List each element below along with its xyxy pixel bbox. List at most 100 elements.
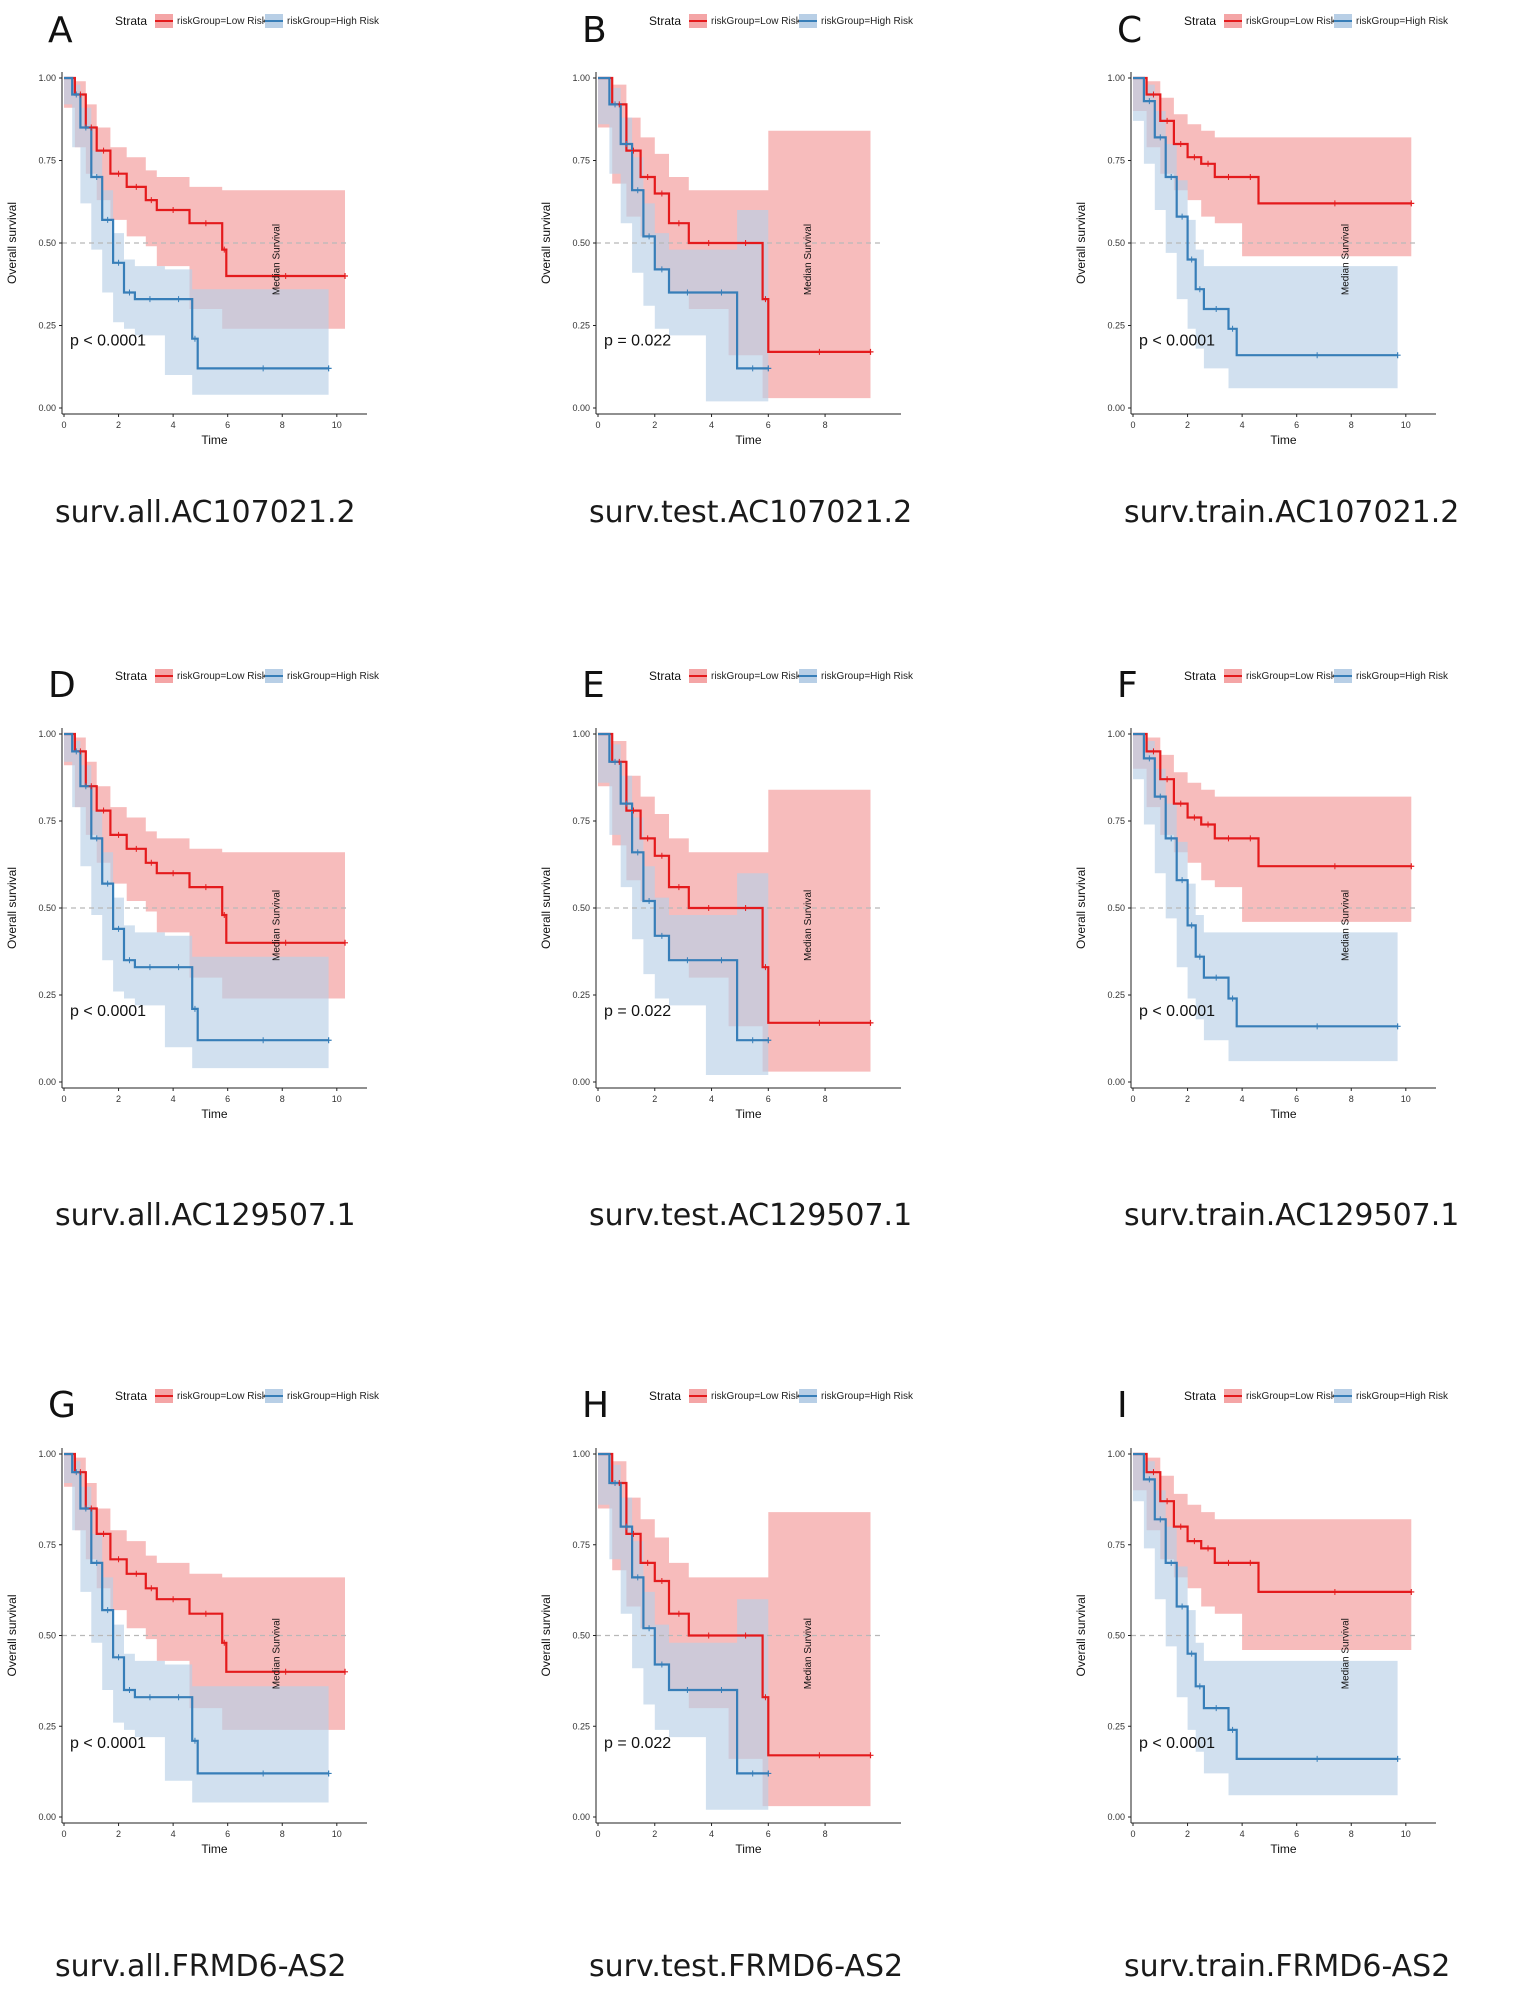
- high-risk-censor-mark: [1394, 1023, 1401, 1030]
- low-risk-ci-band: [64, 78, 345, 329]
- high-risk-ci-band: [1133, 1454, 1398, 1796]
- panel-letter: B: [582, 10, 607, 51]
- p-value-label: p < 0.0001: [70, 1003, 146, 1020]
- x-tick-label: 2: [1185, 1829, 1190, 1839]
- x-tick-label: 6: [225, 1829, 230, 1839]
- high-risk-censor-mark: [1213, 974, 1220, 981]
- low-risk-censor-mark: [1191, 814, 1198, 821]
- panel-letter: G: [48, 1385, 76, 1426]
- y-tick-label: 0.00: [572, 1077, 590, 1087]
- high-risk-censor-mark: [684, 289, 691, 296]
- legend-low-label: riskGroup=Low Risk: [711, 671, 802, 682]
- high-risk-censor-mark: [623, 1523, 630, 1530]
- p-value-label: p = 0.022: [604, 1003, 671, 1020]
- x-tick-label: 4: [1240, 1094, 1245, 1104]
- high-risk-censor-mark: [1179, 877, 1186, 884]
- high-risk-censor-mark: [612, 1480, 619, 1487]
- legend-high-label: riskGroup=High Risk: [287, 671, 380, 682]
- high-risk-censor-mark: [104, 880, 111, 887]
- low-risk-censor-mark: [1225, 1559, 1232, 1566]
- low-risk-censor-mark: [221, 1639, 228, 1646]
- x-tick-label: 0: [1130, 420, 1135, 430]
- y-tick-label: 0.50: [1107, 238, 1125, 248]
- high-risk-censor-mark: [1394, 352, 1401, 359]
- high-risk-censor-mark: [126, 289, 133, 296]
- panel-A: A Strata riskGroup=Low Risk riskGroup=High …: [5, 10, 380, 530]
- low-risk-censor-mark: [221, 246, 228, 253]
- high-risk-censor-mark: [1188, 1650, 1195, 1657]
- x-tick-label: 8: [1349, 420, 1354, 430]
- low-risk-ci-band: [598, 734, 871, 1072]
- y-tick-label: 0.00: [38, 1812, 56, 1822]
- high-risk-censor-mark: [1179, 213, 1186, 220]
- p-value-label: p = 0.022: [604, 332, 671, 349]
- panel-H: H Strata riskGroup=Low Risk riskGroup=High …: [539, 1385, 914, 1984]
- x-tick-label: 2: [116, 1829, 121, 1839]
- x-tick-label: 2: [652, 1094, 657, 1104]
- high-risk-censor-mark: [146, 1694, 153, 1701]
- low-risk-censor-mark: [221, 911, 228, 918]
- y-tick-label: 0.50: [38, 1631, 56, 1641]
- low-risk-censor-mark: [1408, 200, 1415, 207]
- high-risk-censor-mark: [104, 1607, 111, 1614]
- low-risk-censor-mark: [1331, 1588, 1338, 1595]
- x-axis-label: Time: [735, 433, 762, 447]
- high-risk-censor-mark: [126, 1686, 133, 1693]
- high-risk-curve: [1133, 1452, 1398, 1760]
- p-value-label: p < 0.0001: [70, 1735, 146, 1752]
- low-risk-censor-mark: [675, 220, 682, 227]
- high-risk-censor-mark: [634, 849, 641, 856]
- high-risk-censor-mark: [718, 289, 725, 296]
- low-risk-censor-mark: [115, 1556, 122, 1563]
- panel-letter: E: [582, 665, 605, 706]
- low-risk-ci-band: [1133, 1454, 1412, 1650]
- high-risk-ci-band: [1133, 78, 1398, 389]
- x-tick-label: 6: [1294, 420, 1299, 430]
- high-risk-censor-mark: [1196, 953, 1203, 960]
- high-risk-censor-mark: [634, 1574, 641, 1581]
- x-tick-label: 10: [1401, 420, 1411, 430]
- x-tick-label: 10: [332, 1829, 342, 1839]
- low-risk-censor-mark: [170, 207, 177, 213]
- high-risk-censor-mark: [684, 1686, 691, 1693]
- y-tick-label: 1.00: [1107, 73, 1125, 83]
- legend-low-label: riskGroup=Low Risk: [711, 1391, 802, 1402]
- y-tick-label: 0.00: [572, 1812, 590, 1822]
- low-risk-censor-mark: [133, 1570, 140, 1577]
- x-tick-label: 8: [280, 420, 285, 430]
- low-risk-censor-mark: [1225, 174, 1232, 180]
- low-risk-censor-mark: [115, 831, 122, 838]
- y-tick-label: 0.75: [38, 1540, 56, 1550]
- high-risk-censor-mark: [73, 748, 80, 755]
- high-risk-censor-mark: [1168, 835, 1175, 842]
- low-risk-censor-mark: [630, 807, 637, 814]
- low-risk-censor-mark: [705, 1632, 712, 1639]
- low-risk-censor-mark: [342, 1668, 348, 1675]
- low-risk-censor-mark: [1247, 835, 1254, 842]
- x-tick-label: 0: [595, 420, 600, 430]
- high-risk-censor-mark: [93, 174, 100, 180]
- x-tick-label: 2: [1185, 420, 1190, 430]
- y-axis-label: Overall survival: [539, 867, 553, 949]
- median-survival-label: Median Survival: [803, 1618, 814, 1689]
- y-tick-label: 1.00: [572, 73, 590, 83]
- x-axis-label: Time: [735, 1842, 762, 1856]
- low-risk-censor-mark: [148, 1585, 155, 1592]
- high-risk-censor-mark: [175, 296, 182, 303]
- panel-F: F Strata riskGroup=Low Risk riskGroup=High …: [1074, 665, 1459, 1233]
- panel-caption: surv.train.AC107021.2: [1124, 495, 1459, 530]
- median-survival-label: Median Survival: [272, 224, 283, 295]
- low-risk-censor-mark: [1164, 776, 1171, 783]
- low-risk-censor-mark: [282, 939, 289, 946]
- low-risk-censor-mark: [1164, 117, 1171, 124]
- low-risk-censor-mark: [1247, 1559, 1254, 1566]
- low-risk-censor-mark: [1164, 1498, 1171, 1505]
- y-tick-label: 0.00: [1107, 1812, 1125, 1822]
- x-tick-label: 0: [61, 1829, 66, 1839]
- y-tick-label: 0.25: [1107, 321, 1125, 331]
- x-tick-label: 8: [1349, 1094, 1354, 1104]
- legend-low-label: riskGroup=Low Risk: [177, 671, 268, 682]
- panel-G: G Strata riskGroup=Low Risk riskGroup=High …: [5, 1385, 380, 1984]
- low-risk-censor-mark: [148, 859, 155, 866]
